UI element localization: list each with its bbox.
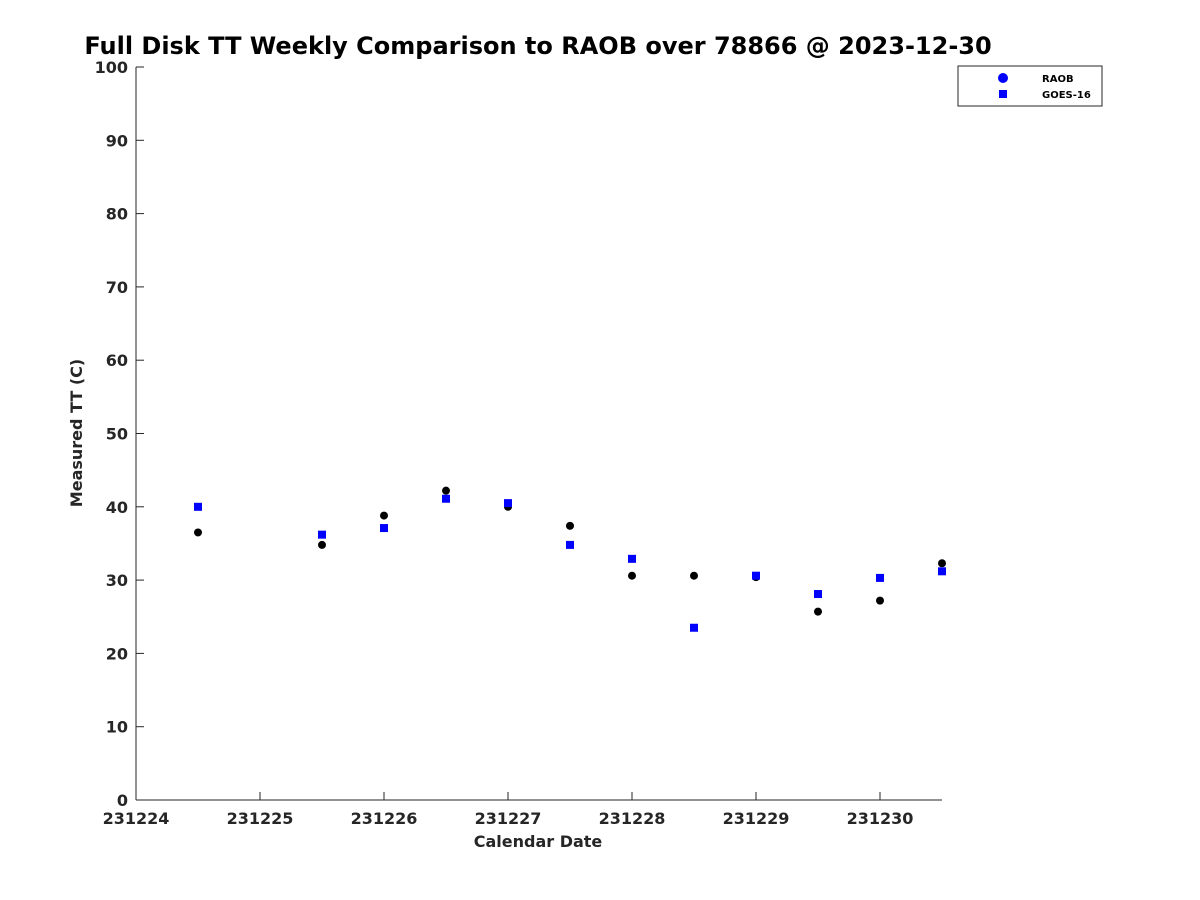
goes-16-point — [752, 571, 760, 580]
y-tick-label: 20 — [106, 644, 128, 663]
raob-point — [194, 528, 202, 537]
data-marks — [194, 486, 946, 632]
y-tick-label: 100 — [95, 58, 128, 77]
y-tick-label: 80 — [106, 205, 128, 224]
raob-point — [628, 571, 636, 580]
x-tick-label: 231225 — [227, 809, 294, 828]
y-tick-label: 50 — [106, 425, 128, 444]
legend-box — [957, 65, 1103, 107]
raob-point — [442, 486, 450, 495]
x-tick-label: 231230 — [847, 809, 914, 828]
goes-16-point — [380, 524, 388, 533]
goes-16-point — [318, 530, 326, 539]
raob-point — [876, 596, 884, 605]
x-tick-label: 231228 — [599, 809, 666, 828]
goes-16-point — [814, 590, 822, 599]
legend-label-goes-16: GOES-16 — [1042, 90, 1091, 101]
y-tick-label: 70 — [106, 278, 128, 297]
chart-title: Full Disk TT Weekly Comparison to RAOB o… — [84, 32, 991, 60]
goes-16-point — [566, 540, 574, 549]
x-tick-label: 231224 — [103, 809, 170, 828]
goes-16-point — [504, 499, 512, 508]
y-tick-label: 30 — [106, 571, 128, 590]
raob-point — [566, 521, 574, 530]
raob-point — [318, 540, 326, 549]
goes-16-point — [690, 623, 698, 632]
y-tick-label: 60 — [106, 351, 128, 370]
y-axis-label: Measured TT (C) — [67, 359, 86, 507]
legend-marker-raob — [998, 73, 1008, 83]
legend-marker-goes-16 — [999, 90, 1007, 98]
goes-16-point — [442, 494, 450, 503]
y-tick-label: 10 — [106, 718, 128, 737]
x-axis-label: Calendar Date — [474, 832, 603, 851]
x-tick-label: 231227 — [475, 809, 542, 828]
raob-point — [814, 607, 822, 616]
x-tick-label: 231226 — [351, 809, 418, 828]
y-tick-label: 0 — [117, 791, 128, 810]
raob-point — [690, 571, 698, 580]
y-tick-label: 90 — [106, 131, 128, 150]
goes-16-point — [876, 573, 884, 582]
legend: RAOB GOES-16 — [957, 65, 1103, 107]
legend-label-raob: RAOB — [1042, 74, 1074, 85]
y-tick-label: 40 — [106, 498, 128, 517]
axes: 0 10 20 30 40 50 60 70 80 90 100 231224 231225 231226… — [95, 58, 942, 828]
raob-point — [380, 511, 388, 520]
x-tick-label: 231229 — [723, 809, 790, 828]
goes-16-point — [628, 554, 636, 563]
goes-16-point — [194, 502, 202, 511]
goes-16-point — [938, 567, 946, 576]
raob-point — [938, 559, 946, 568]
